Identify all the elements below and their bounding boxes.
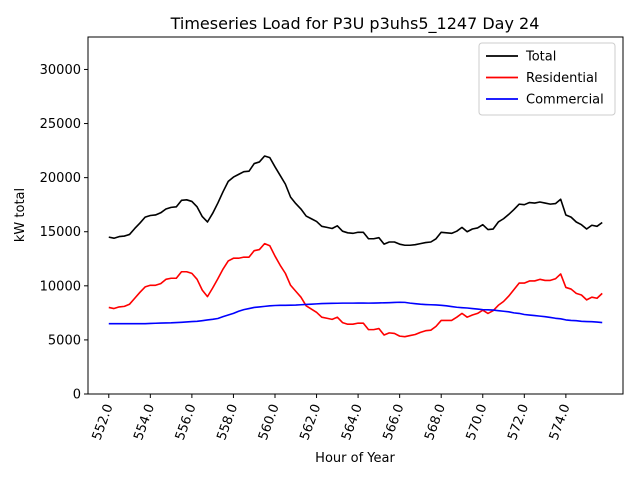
y-tick-label: 30000 (40, 63, 81, 78)
x-tick-label: 574.0 (547, 402, 574, 442)
x-tick-label: 552.0 (90, 402, 117, 442)
series-line-commercial (108, 301, 603, 325)
series-line-residential (108, 242, 603, 338)
legend-label-commercial: Commercial (526, 93, 604, 108)
chart-title: Timeseries Load for P3U p3uhs5_1247 Day … (170, 14, 540, 34)
y-tick-label: 5000 (48, 333, 81, 348)
x-tick-label: 562.0 (297, 402, 324, 442)
x-tick-label: 554.0 (131, 402, 158, 442)
series-lines (108, 155, 603, 338)
x-tick-label: 572.0 (505, 402, 532, 442)
series-line-total (108, 155, 603, 247)
y-tick-label: 10000 (40, 279, 81, 294)
x-tick-label: 566.0 (381, 402, 408, 442)
plot-frame (87, 36, 624, 395)
y-tick-label: 15000 (40, 225, 81, 240)
x-axis-label: Hour of Year (315, 451, 395, 466)
y-tick-label: 20000 (40, 171, 81, 186)
y-tick-label: 25000 (40, 117, 81, 132)
y-axis: 0 5000 10000 15000 20000 25000 30000 (40, 63, 88, 403)
legend-label-residential: Residential (526, 71, 598, 86)
x-tick-label: 570.0 (464, 402, 491, 442)
x-axis: 552.0 554.0 556.0 558.0 560.0 562.0 564.0 566.0… (90, 394, 574, 442)
x-tick-label: 564.0 (339, 402, 366, 442)
legend-box (478, 42, 616, 116)
x-tick-label: 556.0 (173, 402, 200, 442)
x-tick-label: 568.0 (422, 402, 449, 442)
y-tick-label: 0 (73, 388, 81, 403)
x-tick-label: 560.0 (256, 402, 283, 442)
y-axis-label: kW total (13, 188, 28, 242)
legend: Total Residential Commercial (478, 42, 616, 116)
legend-label-total: Total (525, 50, 556, 65)
x-tick-label: 558.0 (214, 402, 241, 442)
